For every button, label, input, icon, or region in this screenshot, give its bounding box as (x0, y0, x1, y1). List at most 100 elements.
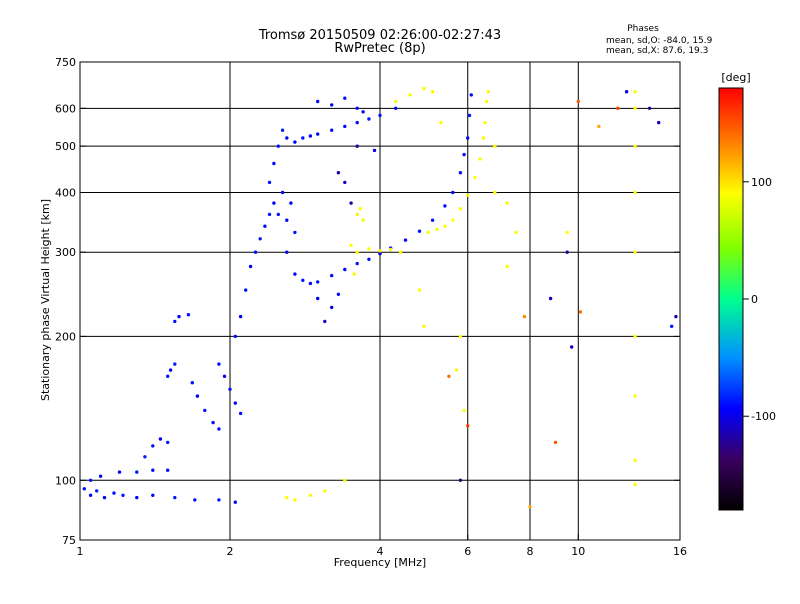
data-point (316, 99, 320, 104)
data-point (462, 152, 466, 157)
data-point (217, 362, 221, 366)
data-point (248, 264, 253, 269)
data-point (349, 243, 353, 248)
data-point (233, 500, 237, 504)
data-point (458, 334, 463, 339)
data-point (285, 218, 289, 222)
data-point (308, 281, 313, 286)
data-point (343, 267, 347, 272)
data-point (417, 229, 422, 233)
data-point (378, 249, 382, 253)
colorbar (718, 87, 744, 511)
data-point (151, 468, 155, 472)
data-point (244, 288, 248, 292)
data-point (378, 251, 382, 256)
data-point (426, 230, 430, 235)
data-point (388, 247, 393, 252)
phase-heading: Phases (627, 24, 659, 34)
data-point (633, 458, 637, 463)
data-point (289, 201, 293, 205)
data-point (447, 374, 451, 378)
data-point (657, 120, 661, 125)
phase-stats-x: mean, sd,X: 87.6, 19.3 (606, 46, 708, 56)
data-point (597, 124, 601, 129)
y-tick-label: 300 (55, 246, 76, 259)
data-point (267, 212, 272, 217)
data-point (578, 310, 583, 314)
data-point (355, 261, 359, 266)
data-point (674, 314, 678, 319)
x-tick-label: 1 (77, 545, 84, 558)
data-point (352, 272, 356, 276)
data-point (238, 411, 243, 416)
data-point (505, 264, 509, 269)
data-point (330, 273, 334, 278)
colorbar-tick-label: 0 (751, 293, 758, 306)
data-point (228, 387, 232, 391)
data-point (361, 218, 365, 222)
data-point (553, 440, 558, 445)
data-point (293, 272, 297, 276)
data-point (316, 296, 320, 301)
data-point (285, 250, 289, 254)
data-point (95, 489, 99, 493)
data-point (358, 207, 362, 211)
data-point (82, 487, 87, 491)
data-point (565, 250, 569, 254)
data-point (633, 250, 637, 254)
data-point (316, 280, 320, 284)
data-point (272, 161, 276, 166)
data-point (633, 482, 637, 487)
data-point (263, 224, 267, 228)
data-point (466, 136, 470, 140)
data-point (466, 424, 470, 428)
data-point (355, 120, 359, 125)
data-point (253, 250, 258, 254)
data-point (422, 86, 426, 91)
data-point (394, 106, 398, 111)
y-axis-label: Stationary phase Virtual Height [km] (39, 199, 52, 401)
data-point (308, 493, 313, 497)
data-point (467, 113, 472, 118)
data-point (203, 408, 207, 413)
data-point (193, 498, 197, 502)
data-point (267, 180, 272, 185)
y-tick-label: 600 (55, 102, 76, 115)
data-point (481, 136, 486, 140)
data-point (336, 171, 341, 175)
data-point (454, 368, 459, 372)
data-point (570, 345, 574, 349)
data-point (439, 120, 443, 125)
data-point (301, 136, 305, 140)
data-point (367, 117, 371, 121)
data-point (117, 470, 122, 474)
data-point (177, 314, 181, 319)
data-point (451, 218, 455, 222)
data-point (293, 140, 297, 144)
data-point (280, 128, 285, 132)
data-points (82, 86, 678, 509)
data-point (173, 495, 177, 500)
data-point (469, 93, 473, 97)
data-point (280, 190, 285, 195)
data-point (522, 314, 527, 319)
data-point (548, 296, 553, 301)
data-point (190, 381, 194, 385)
data-point (301, 278, 305, 282)
data-point (217, 498, 221, 502)
data-point (233, 401, 237, 405)
data-point (323, 319, 327, 324)
data-point (276, 144, 280, 148)
y-tick-label: 75 (62, 534, 76, 547)
data-point (336, 292, 341, 296)
x-axis-label: Frequency [MHz] (334, 556, 426, 569)
data-point (151, 493, 155, 497)
colorbar-tick-label: -100 (751, 410, 776, 423)
data-point (417, 288, 422, 292)
y-tick-label: 500 (55, 140, 76, 153)
data-point (616, 106, 620, 111)
data-point (528, 505, 532, 509)
data-point (151, 444, 155, 448)
data-point (323, 489, 327, 493)
